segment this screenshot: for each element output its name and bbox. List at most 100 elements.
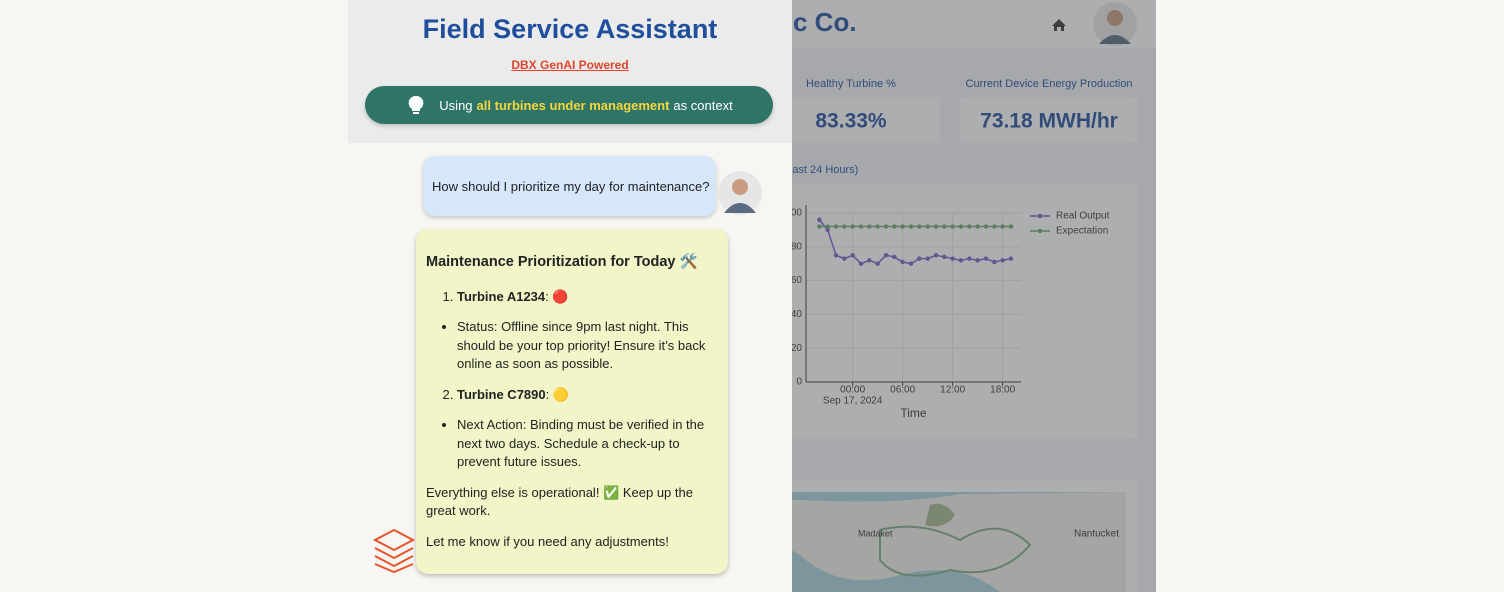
turbine-name: Turbine A1234 [457,288,546,304]
x-tick-label: 00:00 [840,385,865,396]
data-point [858,224,864,229]
y-tick-label: 100 [785,208,802,219]
data-point [975,224,980,229]
data-point [842,256,847,261]
data-point [900,259,905,265]
reply-heading: Maintenance Prioritization for Today 🛠️ [426,254,698,270]
data-point [1000,224,1005,229]
chart: 0 20 40 60 80 100 00:00 06:00 12:00 18:00 Sep 17, … [785,205,1110,420]
data-point [892,224,897,229]
assistant-message: Maintenance Prioritization for Today 🛠️ … [416,229,728,574]
card [960,97,1138,143]
data-point [908,261,914,266]
reply-sign-off: Let me know if you need any adjustments! [426,533,669,549]
home-icon[interactable] [1052,19,1066,31]
data-point [958,224,964,229]
chart-card [700,184,1138,439]
data-point [833,253,839,258]
data-point [992,224,997,229]
context-suffix: as context [673,97,733,113]
data-point [917,256,922,261]
detail: Next Action: Binding must be verified in… [457,416,718,472]
data-point [967,256,972,261]
data-point [933,253,939,258]
turbine-status: : 🟡 [545,386,570,402]
reply-closing: Everything else is operational! ✅ Keep u… [426,484,693,519]
data-point [908,224,914,229]
chat-panel: Field Service Assistant DBX GenAI Powere… [348,0,792,592]
turbine-name: Turbine C7890 [457,386,546,402]
bullet-list: Next Action: Binding must be verified in… [426,416,718,472]
data-point [942,224,947,229]
legend-label: Expectation [1056,226,1108,237]
map-label: Nantucket [1074,529,1119,540]
card-label: Healthy Turbine % [806,78,896,90]
data-point [883,224,889,229]
data-point [833,224,839,229]
card-value: 83.33% [815,110,887,133]
data-point [875,224,880,229]
card [762,97,940,143]
context-pill[interactable]: Using all turbines under management as c… [365,86,773,124]
list-item: Turbine A1234: 🔴 [457,288,718,307]
y-tick-label: 80 [791,241,803,252]
bulb-icon [408,95,424,114]
card-value: 73.18 MWH/hr [980,110,1118,133]
chat-subtitle[interactable]: DBX GenAI Powered [511,58,629,72]
legend-swatch [1037,228,1043,234]
data-point [1000,258,1005,263]
avatar[interactable] [1093,2,1137,46]
user-avatar [718,171,762,215]
data-point [842,224,847,229]
data-point [958,258,964,263]
assistant-logo [373,528,415,574]
data-point [942,254,947,260]
data-point [858,261,864,266]
data-point [825,227,830,233]
y-tick-label: 0 [796,377,802,388]
card-label: Current Device Energy Production [966,78,1133,90]
data-point [983,256,989,261]
data-point [1008,224,1014,229]
data-point [925,224,930,229]
data-point [867,224,872,229]
legend-swatch [1037,213,1043,219]
x-tick-label: 18:00 [990,385,1015,396]
y-tick-label: 40 [791,309,803,320]
context-prefix: Using [439,97,473,113]
chat-header: Field Service Assistant DBX GenAI Powere… [348,0,792,143]
data-point [892,254,897,260]
x-date-label: Sep 17, 2024 [823,396,883,407]
x-axis-title: Time [900,406,927,420]
y-tick-label: 60 [791,275,803,286]
user-message: How should I prioritize my day for maint… [423,156,716,216]
user-text: How should I prioritize my day for maint… [432,178,710,194]
data-point [883,253,889,258]
data-point [1008,256,1014,261]
data-point [950,256,955,261]
map-label: Madaket [858,528,893,538]
data-point [992,259,997,265]
data-point [875,261,880,266]
legend-label: Real Output [1056,211,1110,222]
context-highlight: all turbines under management [476,97,670,113]
y-tick-label: 20 [791,343,803,354]
data-point [850,253,855,258]
numbered-list: Turbine C7890: 🟡 [426,386,718,405]
data-point [950,224,955,229]
data-point [900,224,905,229]
detail: Status: Offline since 9pm last night. Th… [457,318,718,374]
data-point [925,256,930,261]
data-point [967,224,972,229]
x-tick-label: 12:00 [940,385,965,396]
dashboard-title: c Co. [793,7,857,37]
data-point [933,224,939,229]
bullet-list: Status: Offline since 9pm last night. Th… [426,318,718,374]
data-point [917,224,922,229]
numbered-list: Turbine A1234: 🔴 [426,288,718,307]
data-point [825,224,830,229]
data-point [817,217,822,222]
turbine-status: : 🔴 [545,288,569,304]
list-item: Turbine C7890: 🟡 [457,386,718,405]
